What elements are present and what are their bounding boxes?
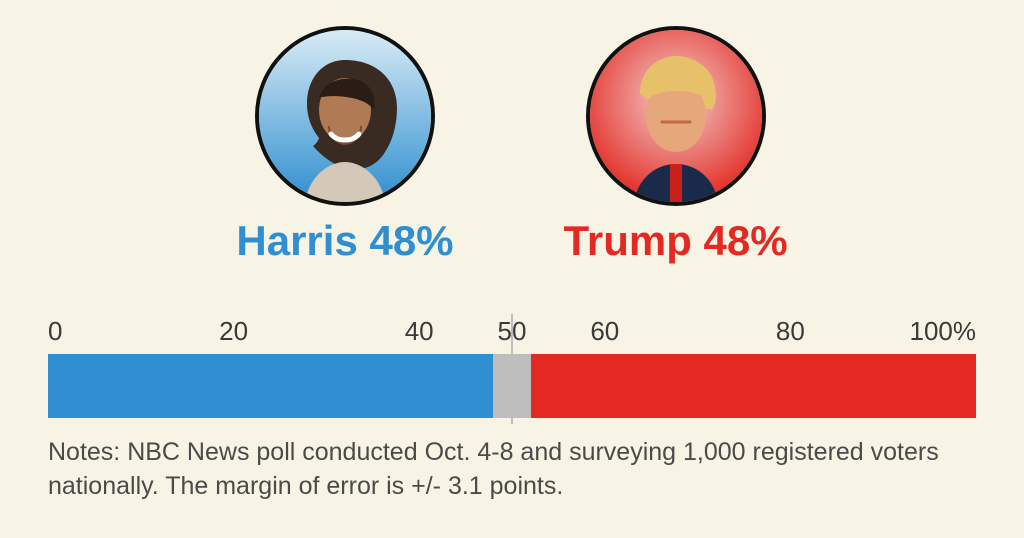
axis-tick: 0 bbox=[48, 316, 62, 347]
axis-tick: 60 bbox=[590, 316, 619, 347]
poll-bar-container bbox=[48, 354, 976, 418]
axis-tick: 40 bbox=[405, 316, 434, 347]
axis-tick: 100% bbox=[910, 316, 977, 347]
candidate-left: Harris 48% bbox=[236, 26, 453, 262]
candidates-row: Harris 48% Trump 48% bbox=[0, 0, 1024, 262]
candidate-right-portrait bbox=[586, 26, 766, 206]
bar-segment-left bbox=[48, 354, 493, 418]
axis-tick: 20 bbox=[219, 316, 248, 347]
axis-tick: 80 bbox=[776, 316, 805, 347]
candidate-right-label: Trump 48% bbox=[564, 220, 788, 262]
candidate-left-silhouette bbox=[259, 30, 431, 202]
center-marker-line bbox=[511, 314, 513, 424]
poll-notes: Notes: NBC News poll conducted Oct. 4-8 … bbox=[48, 436, 976, 504]
poll-infographic: Harris 48% Trump 48% 020405060 bbox=[0, 0, 1024, 538]
bar-segment-right bbox=[531, 354, 976, 418]
candidate-right: Trump 48% bbox=[564, 26, 788, 262]
candidate-left-label: Harris 48% bbox=[236, 220, 453, 262]
candidate-right-silhouette bbox=[590, 30, 762, 202]
candidate-left-portrait bbox=[255, 26, 435, 206]
